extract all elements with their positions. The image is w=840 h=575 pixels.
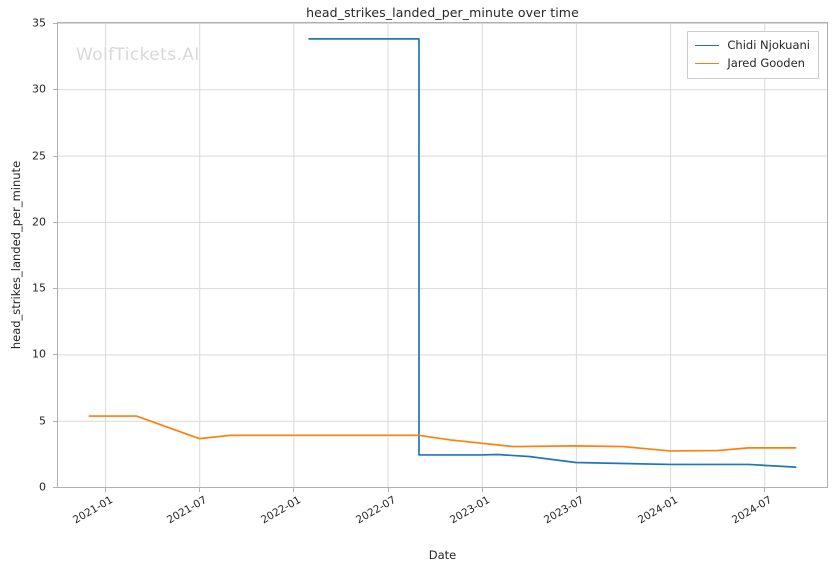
plot-area: WolfTickets.AI Chidi Njokuani Jared Goode… [57,22,828,488]
y-axis-tick-label: 20 [32,215,46,229]
y-axis-tick-label: 5 [39,414,46,428]
x-axis-label: Date [428,548,457,562]
x-axis-tick-mark [481,488,483,492]
y-axis-tick-label: 10 [32,347,46,361]
chart-title: head_strikes_landed_per_minute over time [306,5,579,20]
legend-label: Jared Gooden [727,55,805,70]
y-axis-tick-label: 25 [32,149,46,163]
y-axis-tick-label: 35 [32,16,46,30]
legend-label: Chidi Njokuani [727,38,810,52]
legend-item[interactable]: Chidi Njokuani [695,37,810,55]
legend-item[interactable]: Jared Gooden [695,55,810,73]
y-axis-tick-mark [53,89,57,91]
legend-color-swatch [695,45,720,47]
x-axis-tick-mark [764,488,766,492]
chart-legend[interactable]: Chidi Njokuani Jared Gooden [687,31,819,79]
y-axis-tick-label: 30 [32,82,46,96]
x-axis-tick-mark [670,488,672,492]
x-axis-tick-mark [293,488,295,492]
series-line [88,415,797,452]
x-axis-tick-mark [105,488,107,492]
series-line [308,38,797,468]
legend-color-swatch [695,63,720,65]
x-axis-tick-mark [575,488,577,492]
y-axis-tick-mark [53,354,57,356]
y-axis-tick-label: 15 [32,281,46,295]
x-axis-tick-mark [387,488,389,492]
y-axis-tick-mark [53,487,57,488]
x-axis-tick-mark [199,488,201,492]
y-axis-tick-mark [53,420,57,422]
y-axis-tick-mark [53,221,57,223]
plot-lines [58,23,827,487]
y-axis-tick-label: 0 [39,480,46,494]
y-axis-tick-mark [53,155,57,157]
y-axis-tick-mark [53,23,57,24]
y-axis-tick-mark [53,288,57,290]
